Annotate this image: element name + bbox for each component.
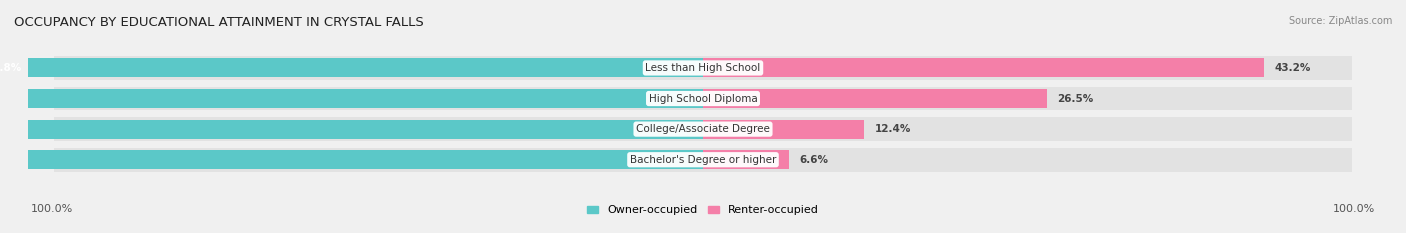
- Text: 26.5%: 26.5%: [1057, 93, 1094, 103]
- Bar: [0, 150, 703, 169]
- Text: 43.2%: 43.2%: [1274, 63, 1310, 73]
- Bar: [53, 148, 1353, 172]
- Text: 6.6%: 6.6%: [799, 155, 828, 165]
- Text: College/Associate Degree: College/Associate Degree: [636, 124, 770, 134]
- Text: Bachelor's Degree or higher: Bachelor's Degree or higher: [630, 155, 776, 165]
- Text: 12.4%: 12.4%: [875, 124, 911, 134]
- Bar: [703, 120, 863, 139]
- Text: Less than High School: Less than High School: [645, 63, 761, 73]
- Text: 100.0%: 100.0%: [31, 204, 73, 214]
- Text: High School Diploma: High School Diploma: [648, 93, 758, 103]
- Text: Source: ZipAtlas.com: Source: ZipAtlas.com: [1288, 16, 1392, 26]
- Bar: [0, 120, 703, 139]
- Bar: [703, 89, 1047, 108]
- Text: 56.8%: 56.8%: [0, 63, 21, 73]
- Bar: [703, 58, 1264, 77]
- Bar: [53, 117, 1353, 141]
- Text: 100.0%: 100.0%: [1333, 204, 1375, 214]
- Bar: [0, 89, 703, 108]
- Bar: [703, 150, 789, 169]
- Text: OCCUPANCY BY EDUCATIONAL ATTAINMENT IN CRYSTAL FALLS: OCCUPANCY BY EDUCATIONAL ATTAINMENT IN C…: [14, 16, 423, 29]
- Bar: [53, 87, 1353, 110]
- Bar: [53, 56, 1353, 80]
- Bar: [0, 58, 703, 77]
- Legend: Owner-occupied, Renter-occupied: Owner-occupied, Renter-occupied: [586, 205, 820, 215]
